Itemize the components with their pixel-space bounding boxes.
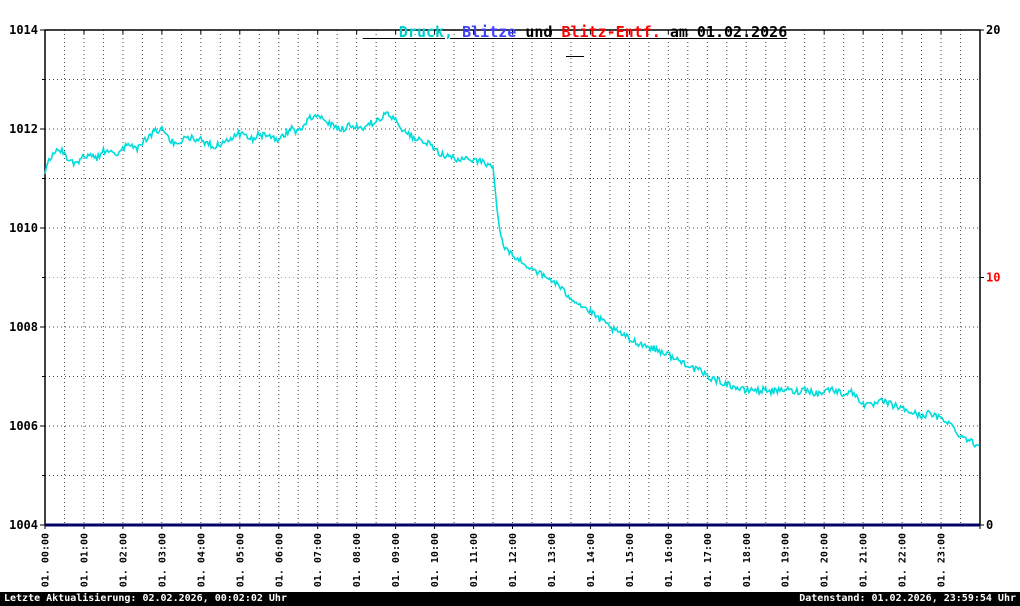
chart-title: Druck, Blitze und Blitz-Entf. am 01.02.2…: [130, 5, 1020, 59]
x-tick-label: 01. 01:00: [79, 533, 90, 587]
y-right-tick-label: 0: [986, 518, 993, 532]
y-right-tick-label: 10: [986, 271, 1000, 285]
x-tick-label: 01. 05:00: [235, 533, 246, 587]
x-tick-label: 01. 04:00: [196, 533, 207, 587]
x-tick-label: 01. 15:00: [625, 533, 636, 587]
x-tick-label: 01. 02:00: [118, 533, 129, 587]
y-left-tick-label: 1006: [9, 419, 38, 433]
x-tick-label: 01. 10:00: [430, 533, 441, 587]
data-timestamp-text: Datenstand: 01.02.2026, 23:59:54 Uhr: [799, 593, 1016, 604]
x-tick-label: 01. 19:00: [781, 533, 792, 587]
x-tick-label: 01. 20:00: [820, 533, 831, 587]
x-tick-label: 01. 07:00: [313, 533, 324, 587]
x-tick-label: 01. 06:00: [274, 533, 285, 587]
x-tick-label: 01. 17:00: [703, 533, 714, 587]
y-right-tick-label: 20: [986, 23, 1000, 37]
x-tick-label: 01. 11:00: [469, 533, 480, 587]
y-left-tick-label: 1010: [9, 221, 38, 235]
status-bar: Letzte Aktualisierung: 02.02.2026, 00:02…: [0, 592, 1020, 606]
pressure-lightning-chart: 1004 1006 1008 1010 1012 1014 0 10 20 01. 00:00 01…: [9, 23, 1000, 587]
x-tick-label: 01. 03:00: [157, 533, 168, 587]
x-tick-label: 01. 18:00: [742, 533, 753, 587]
last-update-text: Letzte Aktualisierung: 02.02.2026, 00:02…: [4, 593, 287, 604]
x-tick-label: 01. 12:00: [508, 533, 519, 587]
y-left-tick-label: 1012: [9, 122, 38, 136]
x-tick-label: 01. 00:00: [41, 533, 52, 587]
y-left-tick-label: 1004: [9, 518, 38, 532]
x-tick-label: 01. 08:00: [352, 533, 363, 587]
title-part-date: am 01.02.2026: [660, 23, 788, 41]
y-left-tick-label: 1014: [9, 23, 38, 37]
title-part-und: und: [516, 23, 562, 41]
x-tick-label: 01. 23:00: [937, 533, 948, 587]
x-tick-label: 01. 22:00: [898, 533, 909, 587]
pressure-line: [44, 111, 980, 449]
x-tick-label: 01. 21:00: [859, 533, 870, 587]
x-tick-label: 01. 09:00: [391, 533, 402, 587]
title-part-blitze: Blitze: [453, 23, 517, 41]
x-tick-label: 01. 13:00: [547, 533, 558, 587]
x-tick-label: 01. 16:00: [664, 533, 675, 587]
title-part-druck: Druck,: [398, 23, 454, 41]
y-left-tick-label: 1008: [9, 320, 38, 334]
x-tick-label: 01. 14:00: [586, 533, 597, 587]
title-part-blitz-entf: Blitz-Entf.: [561, 23, 661, 41]
